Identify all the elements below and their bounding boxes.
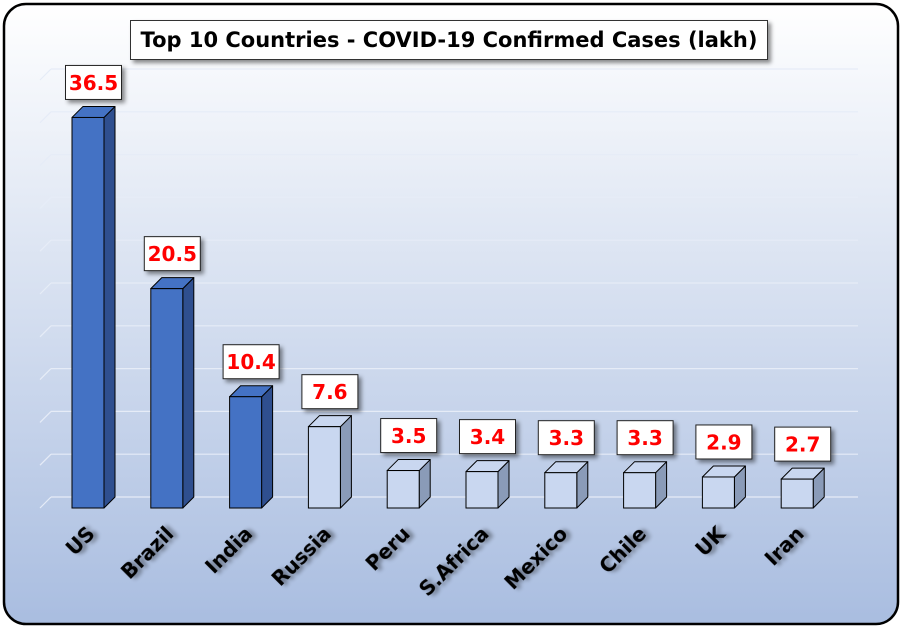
bar-side bbox=[103, 105, 116, 509]
gridline-slant bbox=[39, 410, 52, 423]
data-label-text: 2.7 bbox=[785, 433, 820, 457]
data-label: 20.5 bbox=[143, 236, 201, 272]
data-label-text: 2.9 bbox=[706, 430, 741, 454]
gridline-slant bbox=[39, 154, 52, 167]
data-label-text: 3.4 bbox=[470, 425, 505, 449]
data-label: 3.3 bbox=[616, 420, 674, 456]
data-label-box bbox=[695, 424, 753, 460]
data-label: 3.4 bbox=[459, 419, 516, 455]
data-label-text: 3.5 bbox=[391, 424, 426, 448]
data-label-box bbox=[616, 420, 674, 456]
bar-front bbox=[307, 426, 341, 509]
data-label: 3.5 bbox=[380, 418, 438, 454]
data-label-text: 20.5 bbox=[148, 242, 197, 266]
data-label: 3.3 bbox=[537, 420, 595, 456]
bar-front bbox=[780, 478, 814, 509]
bar-front bbox=[465, 471, 499, 509]
gridline-slant bbox=[39, 325, 52, 338]
data-labels: 36.5 20.5 10.4 7.6 3.5 3.4 3.3 3.3 2.9 2.7 bbox=[65, 64, 832, 462]
data-label-box bbox=[537, 420, 595, 456]
data-label-text: 3.3 bbox=[549, 426, 584, 450]
bar bbox=[780, 467, 825, 509]
gridline-slant bbox=[39, 68, 52, 81]
bar-front bbox=[150, 288, 184, 509]
bar bbox=[701, 465, 746, 509]
data-label: 2.7 bbox=[774, 426, 832, 462]
bar-front bbox=[544, 472, 578, 509]
bar-front bbox=[71, 116, 105, 509]
gridline-slant bbox=[39, 111, 52, 124]
gridline-slant bbox=[39, 282, 52, 295]
bar-front bbox=[701, 476, 735, 509]
data-label-box bbox=[380, 418, 438, 454]
data-label: 7.6 bbox=[301, 374, 359, 410]
gridline-slant bbox=[39, 496, 52, 509]
bars bbox=[71, 105, 825, 509]
bar bbox=[465, 460, 510, 509]
bar-front bbox=[229, 396, 263, 509]
bar bbox=[386, 459, 431, 509]
data-label-text: 36.5 bbox=[69, 71, 118, 95]
data-label-box bbox=[222, 344, 280, 380]
data-label-text: 3.3 bbox=[627, 426, 662, 450]
bar-side bbox=[339, 415, 352, 509]
bar bbox=[71, 105, 116, 509]
bar bbox=[544, 461, 589, 509]
data-label: 10.4 bbox=[222, 344, 280, 380]
bar-side bbox=[182, 277, 195, 509]
gridline-slant bbox=[39, 453, 52, 466]
chart-title: Top 10 Countries - COVID-19 Confirmed Ca… bbox=[130, 20, 768, 60]
data-label-box bbox=[65, 64, 122, 100]
bar bbox=[150, 277, 195, 509]
bar bbox=[307, 415, 352, 509]
data-label: 36.5 bbox=[65, 64, 122, 100]
gridline-slant bbox=[39, 239, 52, 252]
data-label-text: 7.6 bbox=[312, 380, 347, 404]
gridline-slant bbox=[39, 368, 52, 381]
bar bbox=[623, 461, 668, 509]
data-label-box bbox=[774, 426, 832, 462]
bar bbox=[229, 385, 274, 509]
bar-front bbox=[386, 470, 420, 509]
data-label-box bbox=[459, 419, 516, 455]
bar-side bbox=[261, 385, 274, 509]
data-label-text: 10.4 bbox=[226, 350, 275, 374]
data-label-box bbox=[301, 374, 359, 410]
data-label: 2.9 bbox=[695, 424, 753, 460]
bar-front bbox=[623, 472, 657, 509]
gridline-slant bbox=[39, 196, 52, 209]
data-label-box bbox=[143, 236, 201, 272]
